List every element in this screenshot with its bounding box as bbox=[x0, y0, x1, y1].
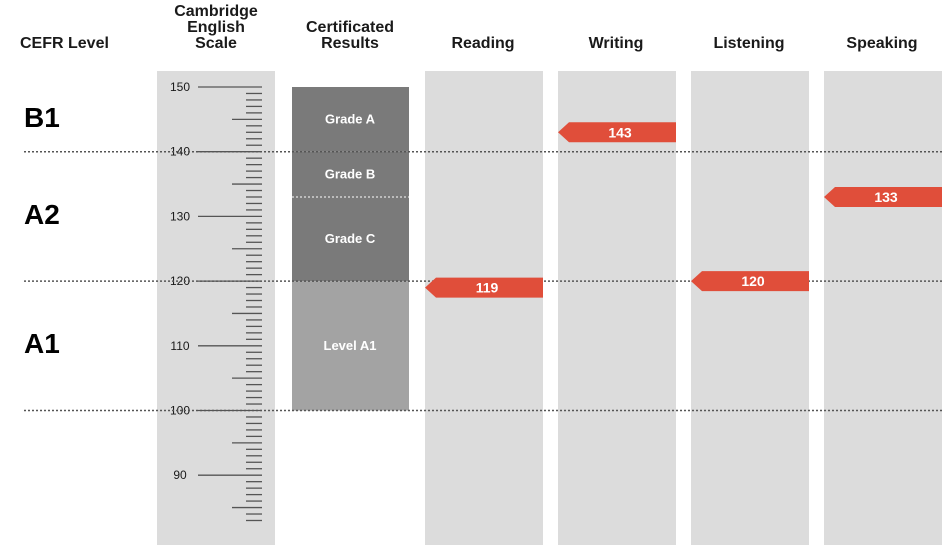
listening-header: Listening bbox=[713, 35, 785, 52]
scale-header-line-1: Cambridge bbox=[174, 3, 258, 20]
score-marker-speaking bbox=[824, 186, 942, 207]
results-header-line-2: Results bbox=[321, 35, 379, 52]
cefr-label-a2: A2 bbox=[24, 199, 60, 230]
score-marker-listening bbox=[691, 271, 809, 292]
scale-header-line-2: English bbox=[187, 19, 245, 36]
skill-column-reading bbox=[425, 71, 543, 545]
scale-tick-label: 130 bbox=[170, 209, 190, 223]
grade-block-grade-a bbox=[292, 87, 409, 152]
score-label-speaking: 133 bbox=[874, 189, 898, 205]
score-marker-writing bbox=[558, 122, 676, 143]
scale-header: Cambridge English Scale bbox=[156, 4, 276, 52]
grade-label-grade-a: Grade A bbox=[325, 111, 376, 126]
scale-column bbox=[157, 71, 275, 545]
grade-label-grade-b: Grade B bbox=[325, 166, 376, 181]
results-header-line-1: Certificated bbox=[305, 19, 395, 36]
cefr-level-header: CEFR Level bbox=[20, 35, 109, 52]
skill-column-listening bbox=[691, 71, 809, 545]
reading-header: Reading bbox=[451, 35, 515, 52]
skill-column-speaking bbox=[824, 71, 942, 545]
grade-block-grade-b bbox=[292, 151, 409, 197]
scale-header-line-3: Scale bbox=[195, 35, 237, 52]
writing-header: Writing bbox=[588, 35, 644, 52]
results-header: Certificated Results bbox=[285, 20, 415, 52]
score-label-writing: 143 bbox=[608, 124, 632, 140]
speaking-header: Speaking bbox=[846, 35, 918, 52]
score-label-listening: 120 bbox=[741, 273, 765, 289]
scale-tick-label: 90 bbox=[173, 468, 187, 482]
scale-tick-label: 110 bbox=[170, 339, 189, 353]
scale-tick-label: 150 bbox=[170, 80, 190, 94]
grade-label-level-a1: Level A1 bbox=[324, 338, 377, 353]
grade-label-grade-c: Grade C bbox=[325, 231, 376, 246]
grade-block-grade-c bbox=[292, 196, 409, 282]
cefr-label-a1: A1 bbox=[24, 328, 60, 359]
cefr-label-b1: B1 bbox=[24, 102, 60, 133]
skill-column-writing bbox=[558, 71, 676, 545]
grade-block-level-a1 bbox=[292, 281, 409, 411]
score-label-reading: 119 bbox=[476, 280, 499, 296]
score-marker-reading bbox=[425, 277, 543, 298]
